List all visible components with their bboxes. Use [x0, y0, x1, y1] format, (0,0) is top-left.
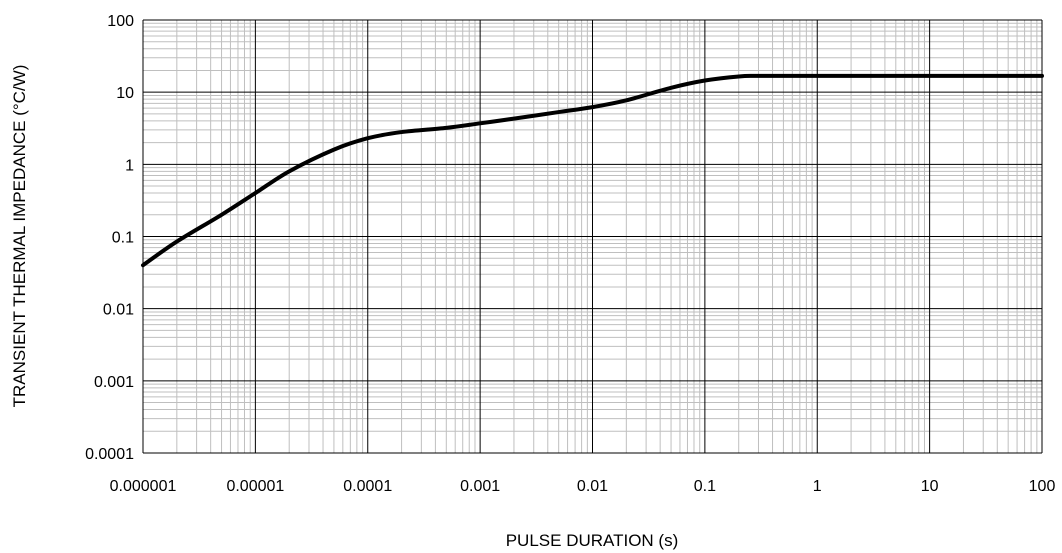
x-tick-label: 0.00001 — [226, 478, 284, 495]
x-tick-label: 100 — [1029, 478, 1056, 495]
y-tick-label: 10 — [116, 85, 134, 102]
x-tick-label: 1 — [813, 478, 822, 495]
x-tick-label: 0.0001 — [343, 478, 392, 495]
major-gridlines — [142, 19, 1043, 454]
y-tick-label: 0.1 — [112, 230, 134, 247]
y-tick-label: 0.0001 — [85, 446, 134, 463]
x-tick-label: 0.001 — [460, 478, 500, 495]
y-tick-label: 0.01 — [103, 302, 134, 319]
y-tick-label: 1 — [125, 157, 134, 174]
x-tick-label: 0.1 — [694, 478, 716, 495]
x-tick-labels: 0.000001 0.00001 0.0001 0.001 0.01 0.1 1 10 100 — [110, 478, 1056, 495]
x-tick-label: 0.01 — [577, 478, 608, 495]
y-tick-labels: 0.0001 0.001 0.01 0.1 1 10 100 — [85, 13, 134, 463]
y-tick-label: 0.001 — [94, 374, 134, 391]
x-tick-label: 0.000001 — [110, 478, 177, 495]
x-tick-label: 10 — [921, 478, 939, 495]
y-tick-label: 100 — [107, 13, 134, 30]
x-axis-title: PULSE DURATION (s) — [506, 531, 679, 550]
series-layer — [141, 73, 1044, 268]
y-axis-title: TRANSIENT THERMAL IMPEDANCE (°C/W) — [10, 65, 29, 408]
series-line — [141, 73, 1044, 268]
